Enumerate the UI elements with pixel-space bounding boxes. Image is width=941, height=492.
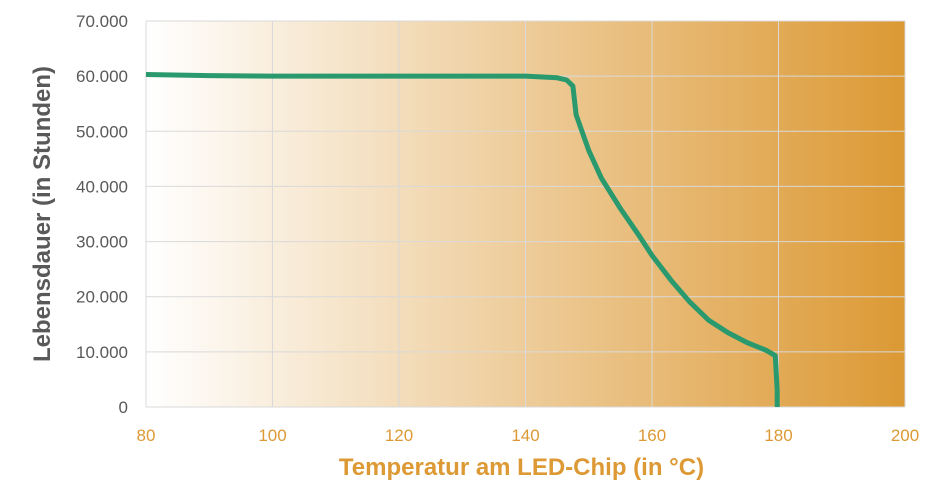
x-tick-label: 180	[764, 426, 792, 445]
y-tick-label: 0	[119, 398, 128, 417]
y-axis-label: Lebensdauer (in Stunden)	[29, 66, 56, 362]
y-axis: 0 10.000 20.000 30.000 40.000 50.000 60.000 70.…	[76, 12, 128, 417]
y-tick-label: 50.000	[76, 122, 128, 141]
y-tick-label: 30.000	[76, 233, 128, 252]
x-tick-label: 80	[137, 426, 156, 445]
y-tick-label: 40.000	[76, 177, 128, 196]
x-tick-label: 100	[258, 426, 286, 445]
x-tick-label: 200	[891, 426, 919, 445]
y-tick-label: 60.000	[76, 67, 128, 86]
series-line	[145, 72, 780, 407]
x-tick-label: 160	[638, 426, 666, 445]
series-layer	[145, 72, 780, 407]
x-axis: 80 100 120 140 160 180 200	[137, 426, 920, 445]
y-tick-label: 10.000	[76, 343, 128, 362]
y-tick-label: 20.000	[76, 288, 128, 307]
grid	[145, 20, 906, 408]
x-axis-label: Temperatur am LED-Chip (in °C)	[339, 454, 704, 481]
y-tick-label: 70.000	[76, 12, 128, 31]
x-tick-label: 140	[511, 426, 539, 445]
x-tick-label: 120	[385, 426, 413, 445]
